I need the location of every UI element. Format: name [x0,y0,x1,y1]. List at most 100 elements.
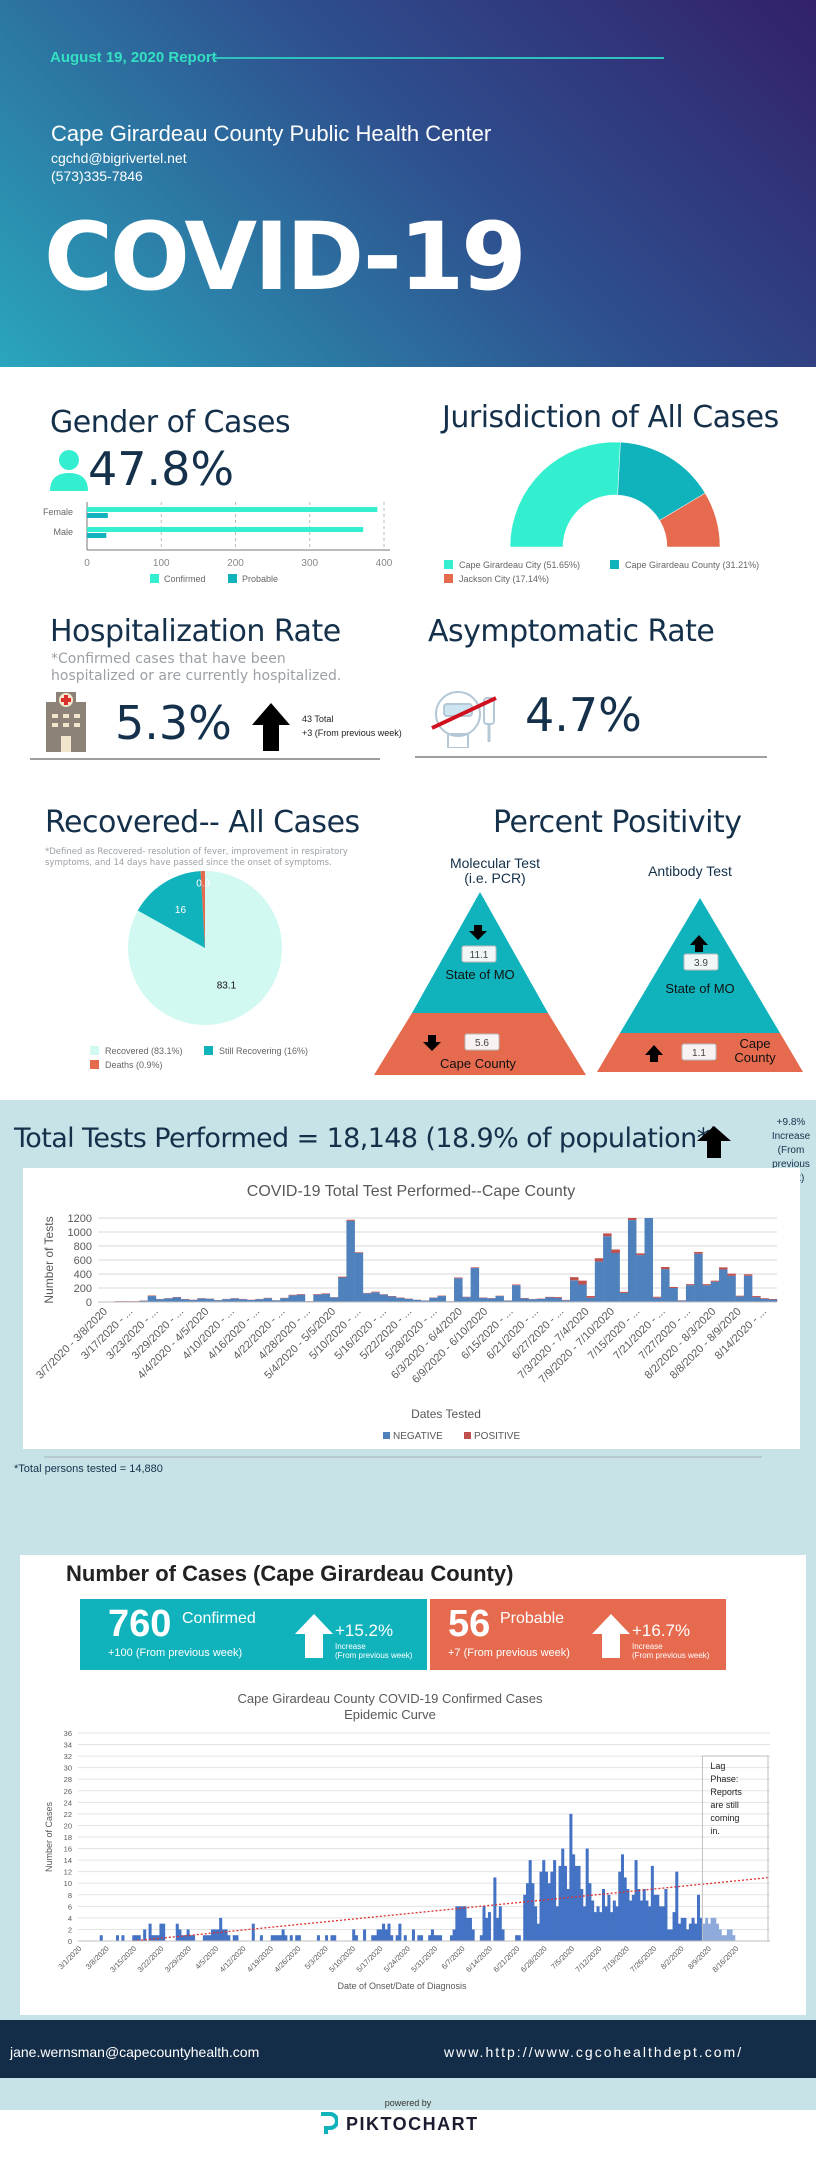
epi-bar [479,1935,483,1941]
epi-bar [143,1929,147,1941]
bar-negative [222,1299,231,1302]
bar-negative [710,1281,720,1302]
epi-bar [395,1935,399,1941]
epi-bar [574,1865,578,1941]
bar-negative [454,1278,463,1302]
epi-bar [626,1889,630,1941]
lag-phase-annotation: Phase: [710,1774,738,1784]
bar-negative [437,1296,446,1302]
legend-label: Jackson City (17.14%) [459,574,549,584]
legend-label: Cape Girardeau County (31.21%) [625,560,759,570]
bar-negative [189,1299,198,1302]
bar-negative [412,1299,422,1302]
bar-negative [702,1285,711,1302]
organization-email[interactable]: cgchd@bigrivertel.net [51,150,187,166]
lag-phase-box [701,1755,769,1942]
footer-url[interactable]: www.http://www.cgcohealthdept.com/ [444,2044,744,2060]
epi-bar [430,1929,434,1941]
bar-positive [603,1233,612,1237]
epi-bar [175,1923,179,1941]
epi-bar [534,1906,538,1941]
epi-bar [623,1877,627,1941]
epi-bar [696,1894,701,1941]
legend-label: NEGATIVE [393,1431,443,1442]
antibody-state-label: State of MO [665,981,734,996]
bar-positive [652,1296,662,1298]
x-tick-label: 7/26/2020 [628,1944,658,1974]
gender-bar-chart: 0 100 200 300 400 Female Male Confirmed Probable [43,502,393,584]
y-tick-label: 20 [64,1821,72,1830]
epi-bar [232,1935,236,1941]
epi-bar [116,1935,120,1941]
x-tick-label: 6/28/2020 [519,1944,549,1974]
bar-negative [478,1297,488,1302]
legend-swatch [90,1046,99,1055]
epi-bar [648,1906,652,1941]
confirmed-pct: +15.2% [335,1621,394,1640]
epi-bar [460,1906,464,1941]
epi-bar [278,1935,282,1941]
bar-negative [404,1298,413,1302]
epi-bar [607,1894,611,1941]
x-tick-label: 100 [153,558,170,569]
epi-bar [566,1889,570,1941]
arrow-up-icon [690,935,708,952]
cases-title: Number of Cases (Cape Girardeau County) [66,1561,514,1586]
bar-negative [743,1275,753,1302]
legend-swatch [204,1046,213,1055]
bar-positive [288,1294,297,1296]
x-tick-label: 4/26/2020 [272,1944,302,1974]
positivity-title: Percent Positivity [493,805,742,840]
epi-bar [178,1929,182,1941]
bar-positive [619,1291,629,1293]
epi-bar [525,1883,529,1941]
x-tick-label: 7/12/2020 [574,1944,604,1974]
epi-bar [151,1935,155,1941]
bar-positive [768,1298,778,1300]
epi-bar [159,1923,163,1941]
bar-negative [354,1253,364,1302]
epi-bar [482,1906,486,1941]
lag-phase-annotation: Reports [710,1787,742,1797]
epi-bar [558,1865,562,1941]
bar-positive [752,1296,761,1298]
epi-bar [439,1935,443,1941]
bar-negative [230,1298,239,1302]
legend-label: Still Recovering (16%) [219,1046,308,1056]
epi-bar [202,1935,206,1941]
jurisdiction-title: Jurisdiction of All Cases [442,400,779,435]
bar-negative [329,1297,339,1302]
epi-bar [656,1894,660,1941]
recovered-title: Recovered-- All Cases [45,805,360,840]
epi-bar [417,1935,421,1941]
arrow-up-icon [295,1614,333,1658]
antibody-test-label: Antibody Test [648,863,732,879]
epi-bar [449,1935,453,1941]
bar-positive [569,1277,579,1281]
bar-positive [338,1276,347,1278]
bar-probable [87,513,108,518]
bar-negative [371,1292,380,1302]
bar-negative [528,1299,538,1302]
x-tick-label: 3/8/2020 [84,1944,111,1971]
epi-bar [732,1935,736,1941]
gender-title: Gender of Cases [50,405,291,440]
probable-change: +7 (From previous week) [448,1647,570,1659]
recovered-note-line1: *Defined as Recovered- resolution of fev… [45,847,348,857]
y-tick-label: 1000 [68,1227,92,1239]
epi-bar [352,1929,356,1941]
bar-negative [545,1297,554,1302]
x-tick-label: 4/12/2020 [218,1944,248,1974]
bar-positive [470,1267,480,1269]
bar-confirmed [87,527,364,532]
donut-slice [509,441,621,548]
pie-data-label: 0.9 [196,879,210,890]
footer-email[interactable]: jane.wernsman@capecountyhealth.com [10,2044,260,2060]
tests-divider [44,1456,762,1458]
piktochart-logo[interactable]: PIKTOCHART [318,2112,479,2136]
hospitalization-change: +3 (From previous week) [302,728,402,738]
epi-bar [702,1923,706,1941]
bar-negative [164,1298,173,1302]
epi-bar [468,1917,472,1941]
bar-negative [313,1294,322,1302]
